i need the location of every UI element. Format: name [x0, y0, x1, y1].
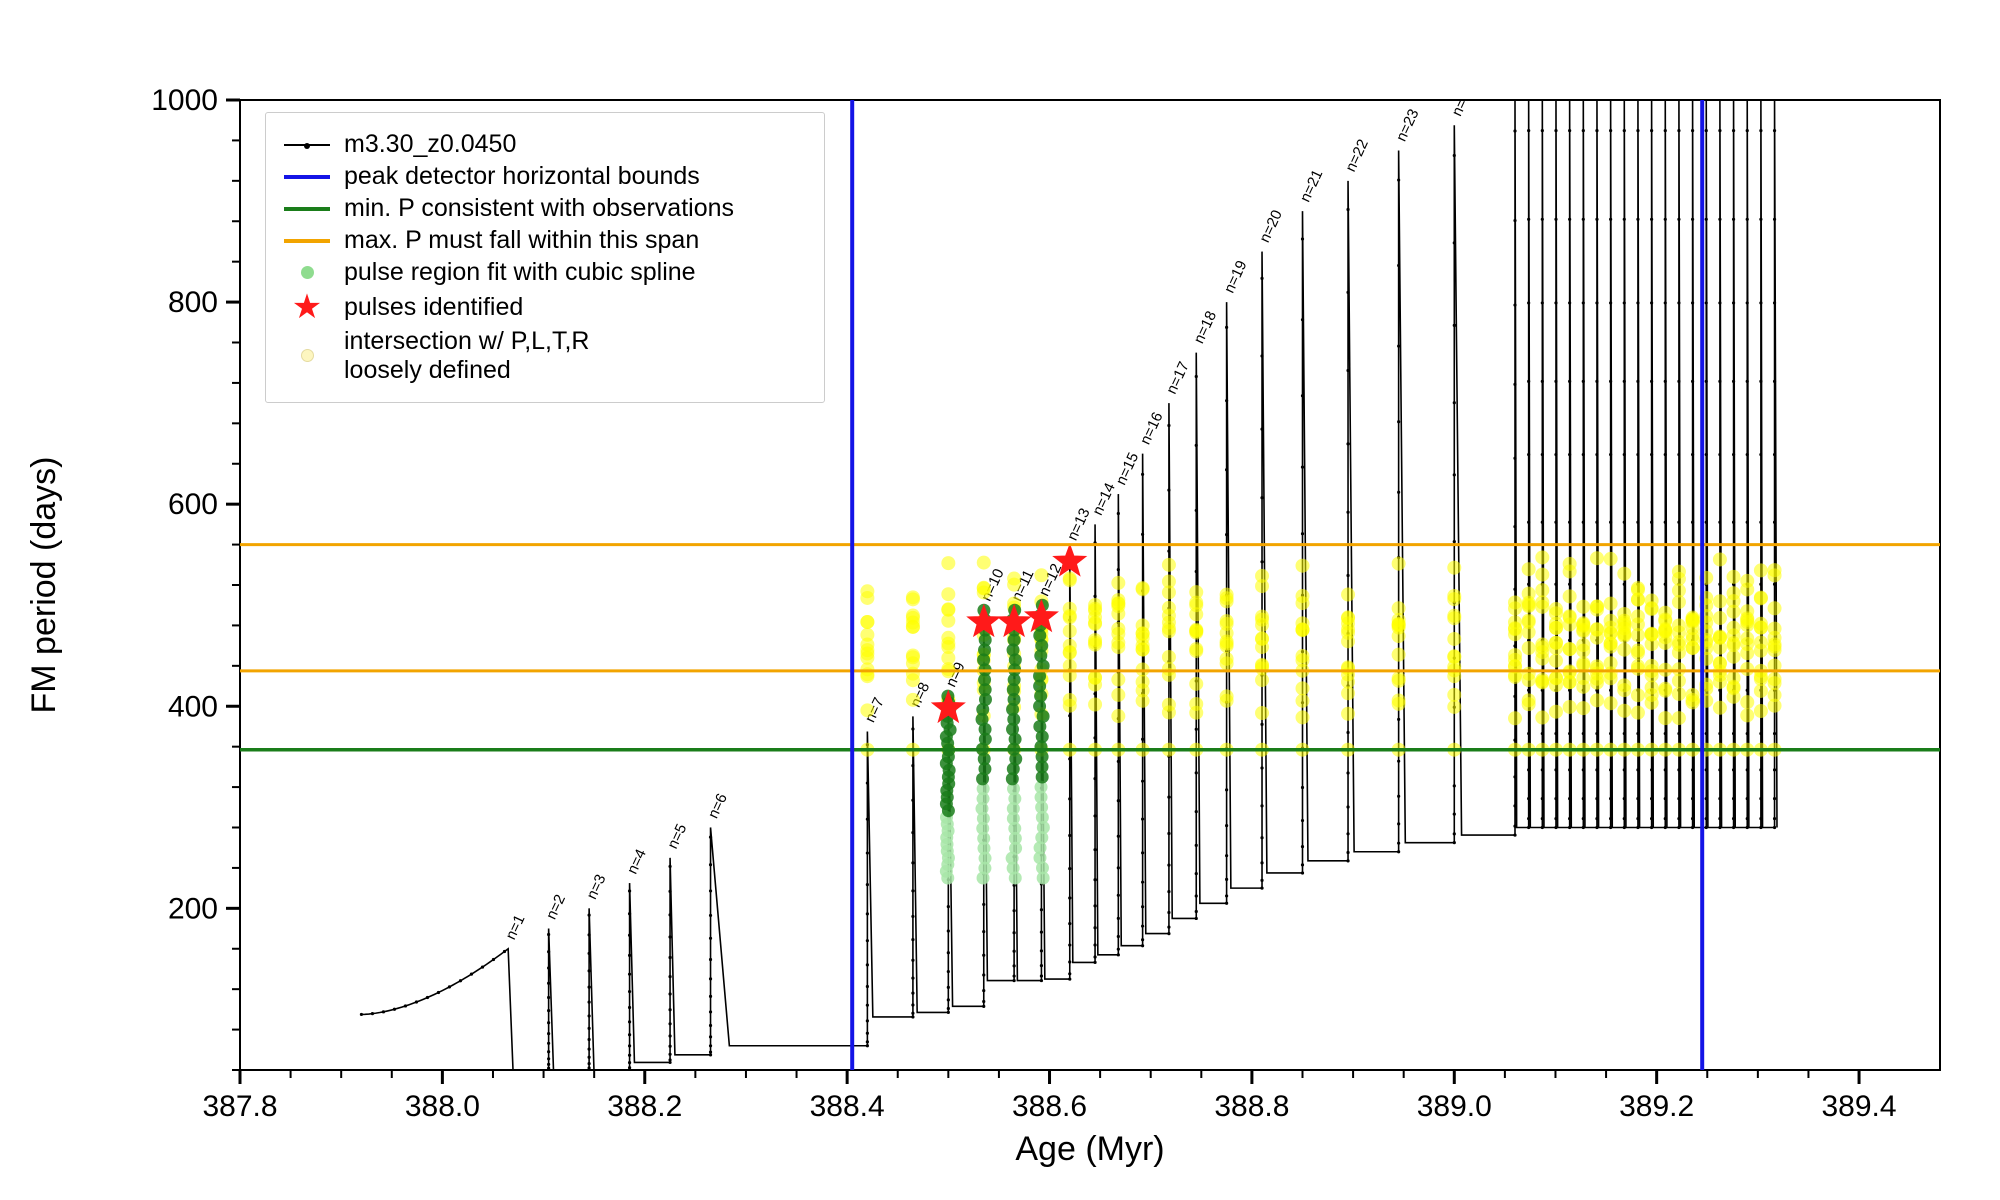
x-axis-title: Age (Myr) [1015, 1130, 1164, 1168]
legend-label-2: min. P consistent with observations [344, 194, 734, 223]
xtick-label-389.4: 389.4 [1822, 1090, 1897, 1123]
legend-label-3: max. P must fall within this span [344, 226, 699, 255]
legend-label-6: intersection w/ P,L,T,R loosely defined [344, 327, 589, 385]
ytick-label-600: 600 [168, 488, 218, 521]
xtick-label-389.2: 389.2 [1619, 1090, 1694, 1123]
ytick-label-400: 400 [168, 690, 218, 723]
xtick-label-389: 389.0 [1417, 1090, 1492, 1123]
legend-swatch-curve [284, 144, 330, 146]
legend-item-3: max. P must fall within this span [284, 226, 806, 255]
xtick-label-387.8: 387.8 [202, 1090, 277, 1123]
xtick-label-388.4: 388.4 [810, 1090, 885, 1123]
legend-swatch-line-2 [284, 207, 330, 211]
xtick-label-388.8: 388.8 [1214, 1090, 1289, 1123]
legend-item-2: min. P consistent with observations [284, 194, 806, 223]
legend-item-1: peak detector horizontal bounds [284, 162, 806, 191]
ytick-label-1000: 1000 [151, 84, 218, 117]
y-axis-title: FM period (days) [25, 457, 63, 714]
legend-item-4: pulse region fit with cubic spline [284, 258, 806, 287]
legend-box: m3.30_z0.0450peak detector horizontal bo… [265, 112, 825, 403]
legend-swatch-dot-6 [284, 349, 330, 362]
ytick-label-800: 800 [168, 286, 218, 319]
legend-item-5: ★ pulses identified [284, 290, 806, 324]
n-label-25: n=25 [1509, 56, 1539, 94]
legend-label-5: pulses identified [344, 293, 523, 322]
xtick-label-388: 388.0 [405, 1090, 480, 1123]
legend-item-6: intersection w/ P,L,T,R loosely defined [284, 327, 806, 385]
xtick-label-388.6: 388.6 [1012, 1090, 1087, 1123]
legend-swatch-dot-4 [284, 266, 330, 279]
legend-label-0: m3.30_z0.0450 [344, 130, 516, 159]
legend-label-6-line2: loosely defined [344, 356, 589, 385]
legend-swatch-line-3 [284, 239, 330, 243]
legend-label-4: pulse region fit with cubic spline [344, 258, 696, 287]
xtick-label-388.2: 388.2 [607, 1090, 682, 1123]
legend-label-1: peak detector horizontal bounds [344, 162, 700, 191]
ytick-label-200: 200 [168, 892, 218, 925]
legend-swatch-line-1 [284, 175, 330, 179]
legend-label-6-line1: intersection w/ P,L,T,R [344, 327, 589, 356]
legend-swatch-star: ★ [284, 290, 330, 324]
chart-container: 200 400 600 800 1000 387.8 388.0 388.2 388.4 388.… [0, 0, 2000, 1200]
legend-item-0: m3.30_z0.0450 [284, 130, 806, 159]
